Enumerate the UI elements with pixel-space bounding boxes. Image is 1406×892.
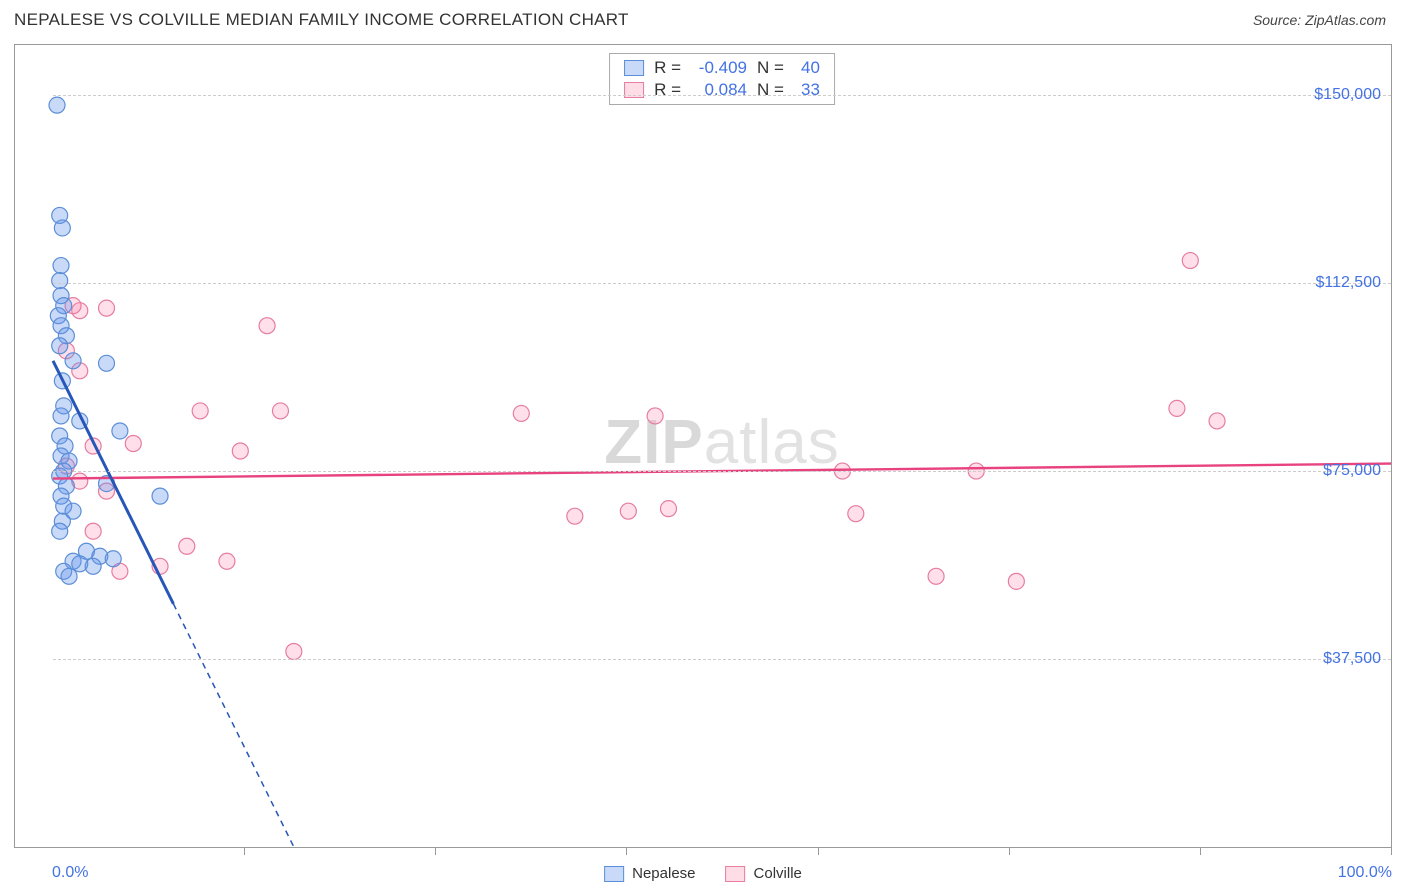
nepalese-point (54, 220, 70, 236)
colville-point (660, 501, 676, 517)
colville-point (1209, 413, 1225, 429)
colville-point (620, 503, 636, 519)
colville-point (99, 300, 115, 316)
y-tick-label: $37,500 (1323, 650, 1381, 668)
legend-label: Colville (754, 865, 802, 882)
colville-point (85, 523, 101, 539)
nepalese-point (61, 568, 77, 584)
nepalese-point (65, 353, 81, 369)
colville-point (647, 408, 663, 424)
colville-point (848, 506, 864, 522)
nepalese-point (85, 558, 101, 574)
nepalese-point (52, 338, 68, 354)
nepalese-point (152, 488, 168, 504)
colville-point (513, 405, 529, 421)
colville-point (179, 538, 195, 554)
chart-container: Median Family Income ZIPatlas R = -0.409… (14, 44, 1392, 848)
nepalese-point (53, 408, 69, 424)
colville-point (286, 644, 302, 660)
nepalese-point (112, 423, 128, 439)
nepalese-trendline-dashed (173, 604, 293, 847)
x-tick (435, 847, 436, 855)
x-min-label: 0.0% (52, 864, 88, 882)
scatter-plot (53, 45, 1391, 847)
colville-point (232, 443, 248, 459)
legend-label: Nepalese (632, 865, 695, 882)
colville-point (219, 553, 235, 569)
source-label: Source: ZipAtlas.com (1253, 12, 1386, 28)
colville-point (272, 403, 288, 419)
colville-point (259, 318, 275, 334)
colville-point (1008, 573, 1024, 589)
nepalese-point (105, 551, 121, 567)
nepalese-point (52, 273, 68, 289)
legend: Nepalese Colville (604, 865, 802, 882)
y-tick-label: $75,000 (1323, 462, 1381, 480)
colville-point (1169, 400, 1185, 416)
x-tick (1009, 847, 1010, 855)
x-tick (626, 847, 627, 855)
chart-title: NEPALESE VS COLVILLE MEDIAN FAMILY INCOM… (14, 10, 629, 30)
gridline (53, 283, 1391, 284)
y-tick-label: $150,000 (1314, 86, 1381, 104)
x-max-label: 100.0% (1338, 864, 1392, 882)
swatch-blue-icon (604, 866, 624, 882)
gridline (53, 659, 1391, 660)
nepalese-point (99, 355, 115, 371)
legend-item: Colville (726, 865, 802, 882)
y-tick-label: $112,500 (1315, 274, 1381, 292)
x-tick (818, 847, 819, 855)
nepalese-point (52, 523, 68, 539)
legend-item: Nepalese (604, 865, 695, 882)
nepalese-point (49, 97, 65, 113)
colville-point (192, 403, 208, 419)
colville-point (567, 508, 583, 524)
colville-point (928, 568, 944, 584)
gridline (53, 471, 1391, 472)
plot-area: ZIPatlas R = -0.409 N = 40 R = 0.084 N =… (53, 45, 1391, 847)
x-tick (1200, 847, 1201, 855)
gridline (53, 95, 1391, 96)
x-tick (1391, 847, 1392, 855)
colville-point (1182, 253, 1198, 269)
swatch-pink-icon (726, 866, 746, 882)
colville-point (125, 435, 141, 451)
nepalese-point (53, 258, 69, 274)
x-tick (244, 847, 245, 855)
